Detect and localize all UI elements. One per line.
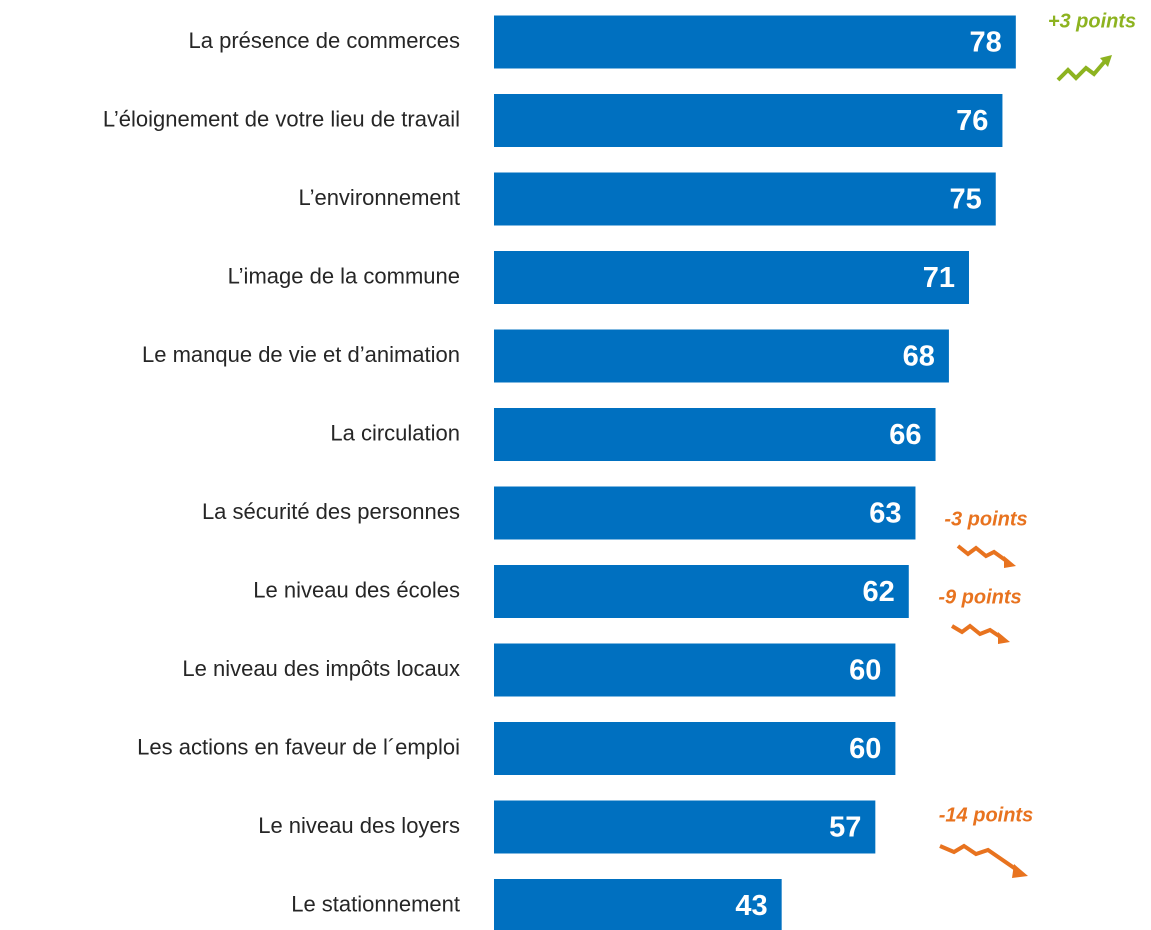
trend-icon: [956, 544, 1010, 564]
trend-icon: [1100, 55, 1112, 67]
value-label: 43: [735, 890, 767, 922]
trend-icon: [950, 623, 1004, 640]
category-label: L’environnement: [299, 185, 460, 210]
value-label: 66: [889, 419, 921, 451]
category-label: Les actions en faveur de l´emploi: [137, 734, 460, 759]
trend-icon: [1012, 864, 1028, 878]
value-label: 63: [869, 498, 901, 530]
trend-icon: [1056, 58, 1108, 82]
category-label: L’éloignement de votre lieu de travail: [103, 106, 460, 131]
category-label: Le niveau des impôts locaux: [182, 656, 460, 681]
value-label: 68: [903, 341, 935, 373]
category-label: La présence de commerces: [189, 28, 460, 53]
bar: [494, 172, 996, 226]
category-label: La sécurité des personnes: [202, 499, 460, 524]
annotation: -14 points: [939, 804, 1033, 826]
category-label: L’image de la commune: [228, 263, 460, 288]
value-label: 60: [849, 733, 881, 765]
bar: [494, 643, 896, 697]
bar: [494, 565, 909, 618]
bar: [494, 722, 896, 775]
trend-icon: [1004, 556, 1016, 568]
bar: [494, 800, 876, 854]
bar: [494, 329, 949, 383]
bar: [494, 251, 969, 304]
value-label: 78: [970, 27, 1002, 59]
bar: [494, 408, 936, 461]
annotation: +3 points: [1048, 10, 1136, 32]
category-label: Le niveau des écoles: [253, 577, 460, 602]
annotation: -3 points: [944, 508, 1027, 530]
bar: [494, 486, 916, 540]
value-label: 75: [949, 184, 981, 216]
value-label: 76: [956, 105, 988, 137]
value-label: 57: [829, 812, 861, 844]
annotation: -9 points: [938, 586, 1021, 608]
category-label: La circulation: [330, 420, 460, 445]
trend-icon: [939, 843, 1022, 874]
category-label: Le niveau des loyers: [258, 813, 460, 838]
category-label: Le stationnement: [291, 891, 460, 916]
bar: [494, 879, 782, 930]
value-label: 71: [923, 262, 955, 294]
category-label: Le manque de vie et d’animation: [142, 342, 460, 367]
trend-icon: [998, 632, 1010, 644]
bar: [494, 15, 1016, 69]
value-label: 62: [863, 576, 895, 608]
bar: [494, 94, 1003, 147]
value-label: 60: [849, 655, 881, 687]
